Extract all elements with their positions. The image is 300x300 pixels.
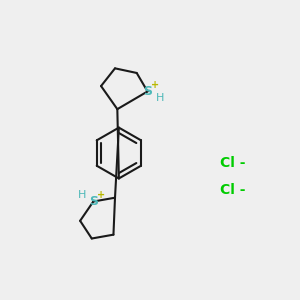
Text: S: S <box>143 85 152 98</box>
Text: Cl -: Cl - <box>220 183 245 197</box>
Text: +: + <box>97 190 105 200</box>
Text: Cl -: Cl - <box>220 156 245 170</box>
Text: H: H <box>156 93 164 103</box>
Text: H: H <box>78 190 87 200</box>
Text: S: S <box>89 195 98 208</box>
Text: +: + <box>151 80 159 90</box>
